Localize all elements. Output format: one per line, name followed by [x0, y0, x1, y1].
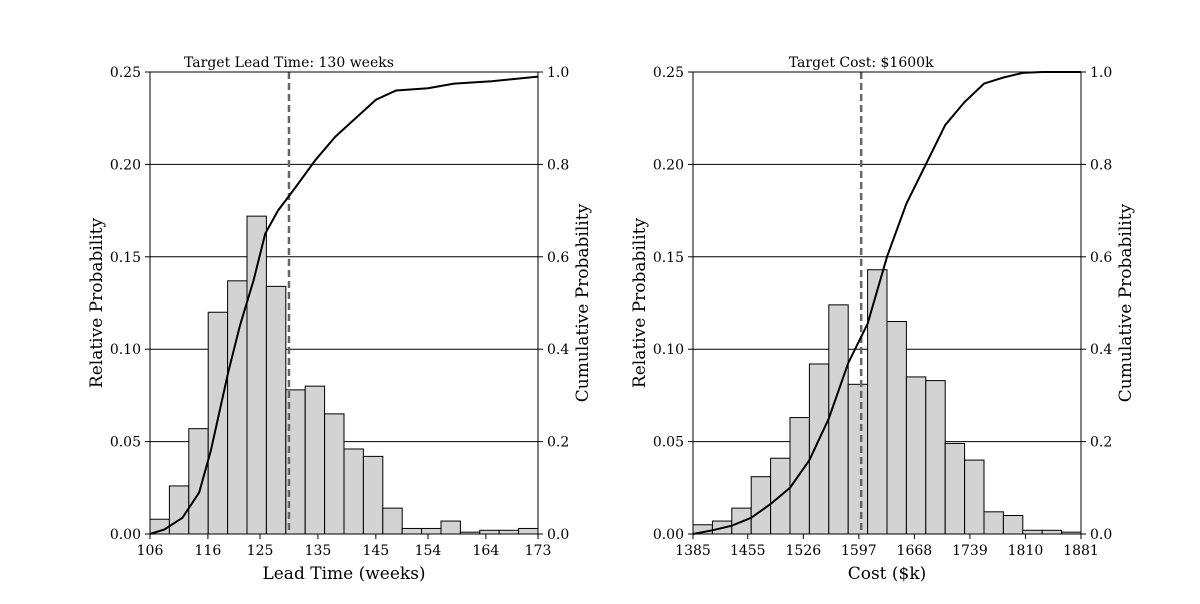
histogram-bar	[382, 507, 403, 535]
histogram-bar	[789, 417, 810, 535]
target-label: Target Cost: $1600k	[789, 55, 934, 71]
histogram-bar	[188, 428, 209, 535]
y-right-tick-label: 0.0	[547, 527, 569, 543]
histogram-bar	[401, 527, 423, 535]
y-right-tick-label: 0.6	[547, 250, 569, 266]
histogram-bar	[1002, 515, 1024, 535]
histogram-bar	[867, 269, 888, 535]
y-tick-label: 0.00	[653, 527, 684, 543]
x-tick-label: 145	[362, 543, 389, 559]
y-right-axis-label: Cumulative Probability	[573, 203, 593, 402]
histogram-bar	[808, 363, 830, 535]
y-tick-label: 0.15	[110, 250, 141, 266]
cdf-line	[692, 71, 1081, 535]
x-tick-label: 116	[195, 543, 222, 559]
x-tick-label: 154	[415, 543, 442, 559]
y-right-tick-label: 0.8	[1090, 157, 1112, 173]
histogram-bar	[905, 376, 927, 535]
histogram-bar	[1041, 529, 1063, 535]
y-tick-label: 0.20	[653, 157, 684, 173]
y-right-tick-label: 0.2	[1090, 435, 1112, 451]
histogram-bar	[440, 520, 461, 535]
histogram-bar	[343, 448, 364, 535]
y-right-tick-label: 0.2	[547, 435, 569, 451]
x-tick-label: 106	[137, 543, 164, 559]
y-tick-label: 0.15	[653, 250, 684, 266]
histogram-bar	[227, 280, 248, 535]
y-tick-label: 0.10	[653, 342, 684, 358]
x-axis-label: Lead Time (weeks)	[262, 564, 425, 584]
histogram-bar	[964, 459, 985, 535]
histogram-bar	[983, 511, 1004, 535]
histogram-bar	[828, 304, 849, 535]
x-tick-label: 1526	[785, 543, 821, 559]
y-axis-label: Relative Probability	[87, 217, 107, 388]
histogram-bar	[944, 442, 966, 535]
x-tick-label: 135	[305, 543, 332, 559]
y-tick-label: 0.20	[110, 157, 141, 173]
x-tick-label: 1455	[730, 543, 766, 559]
y-right-tick-label: 0.4	[547, 342, 569, 358]
histogram-bar	[168, 485, 190, 535]
x-tick-label: 1881	[1063, 543, 1099, 559]
plot-frame	[149, 71, 539, 535]
y-right-axis-label: Cumulative Probability	[1116, 203, 1136, 402]
x-tick-label: 1385	[675, 543, 711, 559]
histogram-bar	[886, 320, 907, 535]
y-right-tick-label: 0.6	[1090, 250, 1112, 266]
y-tick-label: 0.25	[110, 65, 141, 81]
y-axis-label: Relative Probability	[630, 217, 650, 388]
histogram-bar	[362, 455, 384, 535]
x-tick-label: 1810	[1008, 543, 1044, 559]
y-right-tick-label: 1.0	[547, 65, 569, 81]
x-tick-label: 173	[525, 543, 552, 559]
y-right-tick-label: 0.8	[547, 157, 569, 173]
x-tick-label: 125	[247, 543, 274, 559]
x-tick-label: 164	[473, 543, 500, 559]
plot-frame	[692, 71, 1082, 535]
y-tick-label: 0.00	[110, 527, 141, 543]
x-axis-label: Cost ($k)	[848, 564, 927, 584]
y-right-tick-label: 0.0	[1090, 527, 1112, 543]
y-tick-label: 0.10	[110, 342, 141, 358]
histogram-bar	[1022, 529, 1043, 535]
y-tick-label: 0.25	[653, 65, 684, 81]
histogram-bar	[847, 383, 869, 535]
cost-chart: 1385 1455 1526 1597 1668 1739 1810 1881 0.00 0.05…	[630, 55, 1136, 584]
y-tick-label: 0.05	[110, 435, 141, 451]
y-right-tick-label: 0.4	[1090, 342, 1112, 358]
histogram-bar	[265, 285, 287, 535]
y-tick-label: 0.05	[653, 435, 684, 451]
cdf-line	[149, 75, 539, 535]
lead-time-chart: 106 116 125 135 145 154 164 173 0.00 0.05 0.10 0.15…	[87, 55, 593, 584]
x-tick-label: 1668	[897, 543, 933, 559]
y-right-tick-label: 1.0	[1090, 65, 1112, 81]
histogram-bar	[498, 529, 520, 535]
histogram-bar	[518, 527, 539, 535]
histogram-bar	[304, 385, 326, 535]
x-tick-label: 1597	[841, 543, 877, 559]
histogram-bar	[925, 380, 946, 535]
histogram-bar	[324, 413, 345, 535]
histogram-bar	[421, 527, 442, 535]
x-tick-label: 1739	[952, 543, 988, 559]
target-label: Target Lead Time: 130 weeks	[184, 55, 394, 71]
histogram-bar	[479, 529, 500, 535]
